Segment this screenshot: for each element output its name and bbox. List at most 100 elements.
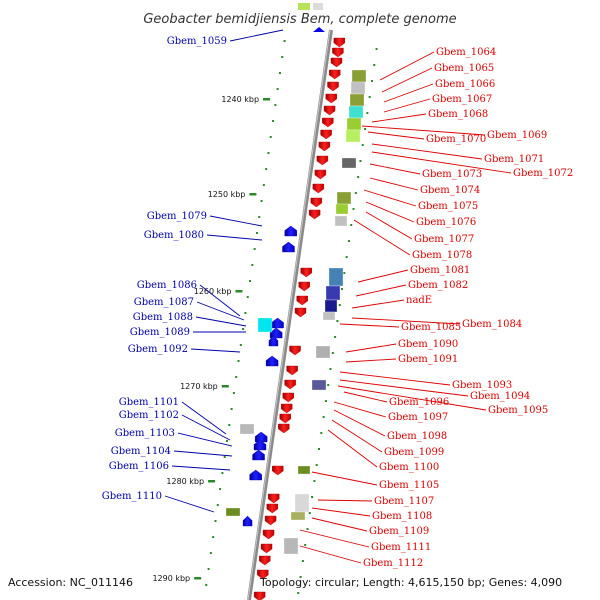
forward-gene-arrow [322,117,334,128]
reverse-strand-genes [242,225,297,527]
right-gene-label: Gbem_1097 [388,412,448,423]
reverse-gene-arrow [282,241,295,253]
genome-title: Geobacter bemidjiensis Bem, complete gen… [143,12,456,27]
right-gene-label: Gbem_1078 [412,250,472,261]
forward-gene-arrow [253,591,266,600]
right-leader-line [299,545,362,564]
right-leader-line [355,284,407,297]
inner-tick-dot [239,344,242,346]
outer-tick-dot [357,176,360,178]
inner-tick-dot [214,520,217,522]
inner-tick-dot [242,328,245,330]
feature-box [341,157,357,169]
left-gene-label: Gbem_1059 [167,36,227,47]
right-gene-label: Gbem_1072 [513,168,573,179]
outer-tick-dot [366,112,369,114]
inner-tick-dot [267,152,270,154]
reverse-gene-arrow [268,335,279,347]
forward-gene-arrow [308,209,321,220]
right-label-leaders [299,51,512,564]
forward-gene-arrow [332,47,344,58]
feature-boxes [225,69,367,555]
left-leader-line [195,316,247,327]
inner-tick-dot [255,232,258,234]
reverse-gene-arrow [249,469,262,481]
outer-tick-dot [338,304,341,306]
right-leader-line [379,51,435,81]
right-leader-line [339,371,451,386]
right-leader-line [311,507,371,517]
right-leader-line [367,131,425,140]
right-leader-line [345,343,397,353]
right-leader-line [353,219,411,256]
right-gene-label: Gbem_1112 [363,558,423,569]
forward-gene-arrow [268,493,280,504]
inner-tick-dot [276,88,279,90]
outer-tick-dot [364,128,367,130]
inner-tick-dot [244,312,247,314]
feature-box [290,511,306,521]
right-gene-label: Gbem_1091 [398,354,458,365]
right-leader-line [357,269,409,283]
inner-tick-dot [265,168,268,170]
left-gene-label: Gbem_1103 [115,428,175,439]
left-gene-label: Gbem_1104 [111,446,171,457]
right-gene-label: Gbem_1067 [432,94,492,105]
forward-gene-arrow [286,365,298,376]
feature-box [334,215,348,227]
left-leader-line [164,495,215,513]
right-gene-label: Gbem_1064 [436,47,496,58]
inner-tick-dot [283,40,286,42]
outer-tick-dot [329,368,332,370]
forward-gene-arrow [282,392,294,403]
forward-gene-arrow [316,155,329,166]
inner-tick-dot [226,440,229,442]
left-gene-label: Gbem_1088 [133,312,193,323]
right-leader-line [351,317,461,325]
reverse-gene-arrow [271,317,284,329]
forward-gene-arrow [257,569,269,580]
right-leader-line [361,125,486,136]
left-gene-label: Gbem_1102 [119,410,179,421]
right-gene-label: Gbem_1093 [452,380,512,391]
left-gene-label: Gbem_1080 [144,230,204,241]
inner-tick-dot [207,568,210,570]
forward-gene-arrow [296,295,308,306]
right-leader-line [369,163,421,175]
left-leader-line [209,215,263,227]
inner-tick-dot [269,136,272,138]
right-leader-line [327,429,378,468]
right-gene-label: Gbem_1096 [389,397,449,408]
right-gene-label: Gbem_1085 [401,322,461,333]
feature-box [294,493,310,513]
reverse-gene-arrow [242,515,253,527]
forward-gene-arrow [280,403,293,414]
genome-backbone [247,29,333,600]
forward-gene-arrow [300,267,312,278]
feature-box [283,537,299,555]
right-leader-line [383,98,431,113]
feature-box [322,311,336,321]
feature-box [345,129,361,143]
outer-tick-dot [361,144,364,146]
inner-tick-dot [274,104,277,106]
right-leader-line [317,499,373,502]
right-gene-label: Gbem_1105 [379,480,439,491]
feature-box [257,317,273,333]
forward-gene-arrow [325,93,337,104]
scale-tick [221,385,229,388]
right-gene-label: Gbem_1111 [371,542,431,553]
right-leader-line [311,517,368,532]
tick-layer [205,40,378,594]
left-leader-line [199,284,241,317]
forward-gene-arrow [298,281,310,292]
right-leader-line [345,358,397,363]
inner-tick-dot [251,264,254,266]
right-leader-line [365,201,415,223]
scale-label: 1260 kbp [194,287,232,296]
right-gene-label: Gbem_1069 [487,130,547,141]
forward-gene-arrow [289,345,301,356]
forward-gene-arrow [266,503,278,514]
genome-backbone-highlight [247,29,331,600]
right-leader-line [333,409,386,437]
